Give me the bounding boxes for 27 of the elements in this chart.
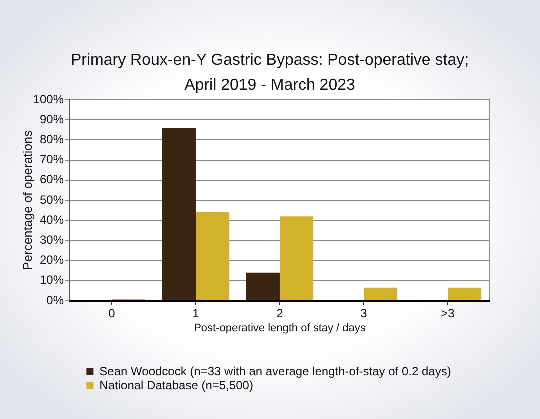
bar xyxy=(246,272,280,300)
bar xyxy=(162,128,196,300)
y-tick-label: 80% xyxy=(40,132,64,147)
bar xyxy=(364,288,398,300)
y-tick-label: 10% xyxy=(40,273,64,288)
x-tick-label: 1 xyxy=(192,306,200,321)
y-tick-label: 0% xyxy=(46,293,64,308)
legend-label: National Database (n=5,500) xyxy=(100,378,254,392)
x-tick-label: >3 xyxy=(441,306,456,321)
y-tick-label: 60% xyxy=(40,172,64,187)
chart-title: Primary Roux-en-Y Gastric Bypass: Post-operative stay; April 2019 - March 2023 xyxy=(70,52,470,94)
y-axis-title: Percentage of operations xyxy=(20,130,35,270)
x-tick-label: 2 xyxy=(276,306,284,321)
y-tick-label: 70% xyxy=(40,152,64,167)
legend-label: Sean Woodcock (n=33 with an average length-of-stay of 0.2 days) xyxy=(100,364,452,378)
x-tick-label: 0 xyxy=(108,306,116,321)
x-tick-label: 3 xyxy=(360,306,368,321)
y-tick-label: 30% xyxy=(40,233,64,248)
bar xyxy=(196,212,230,300)
x-axis-title: Post-operative length of stay / days xyxy=(194,322,366,334)
y-tick-label: 100% xyxy=(33,92,64,106)
y-tick-label: 50% xyxy=(40,192,64,207)
bar xyxy=(280,216,314,300)
bar xyxy=(448,288,482,300)
y-tick-label: 90% xyxy=(40,112,64,126)
y-tick-label: 40% xyxy=(40,212,64,227)
y-tick-label: 20% xyxy=(40,253,64,268)
